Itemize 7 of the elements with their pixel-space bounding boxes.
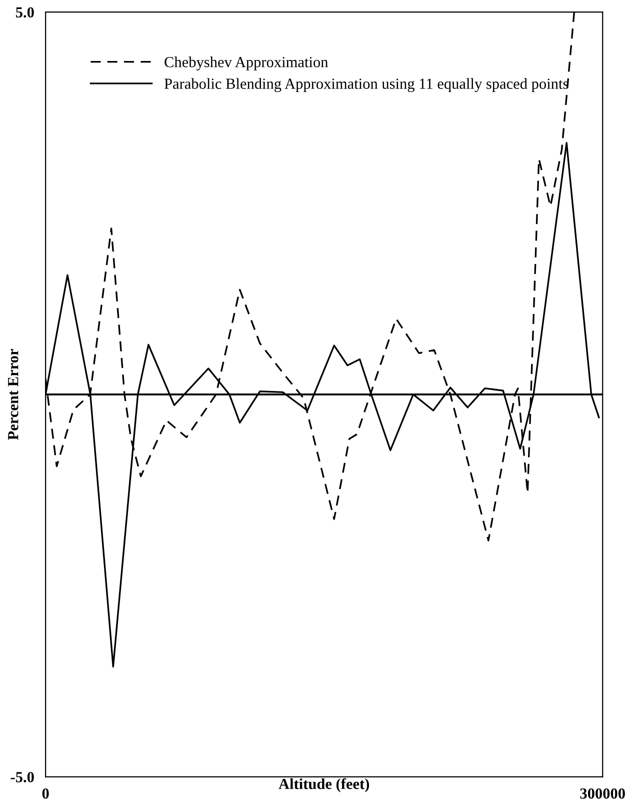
- x-tick-label: 0: [42, 788, 49, 799]
- y-tick-label: -5.0: [10, 772, 34, 782]
- x-axis-title: Altitude (feet): [278, 778, 370, 792]
- legend-label: Chebyshev Approximation: [164, 56, 328, 70]
- y-axis-title: Percent Error: [8, 349, 18, 440]
- y-tick-label: 5.0: [16, 7, 34, 18]
- x-tick-label: 300000: [580, 788, 625, 799]
